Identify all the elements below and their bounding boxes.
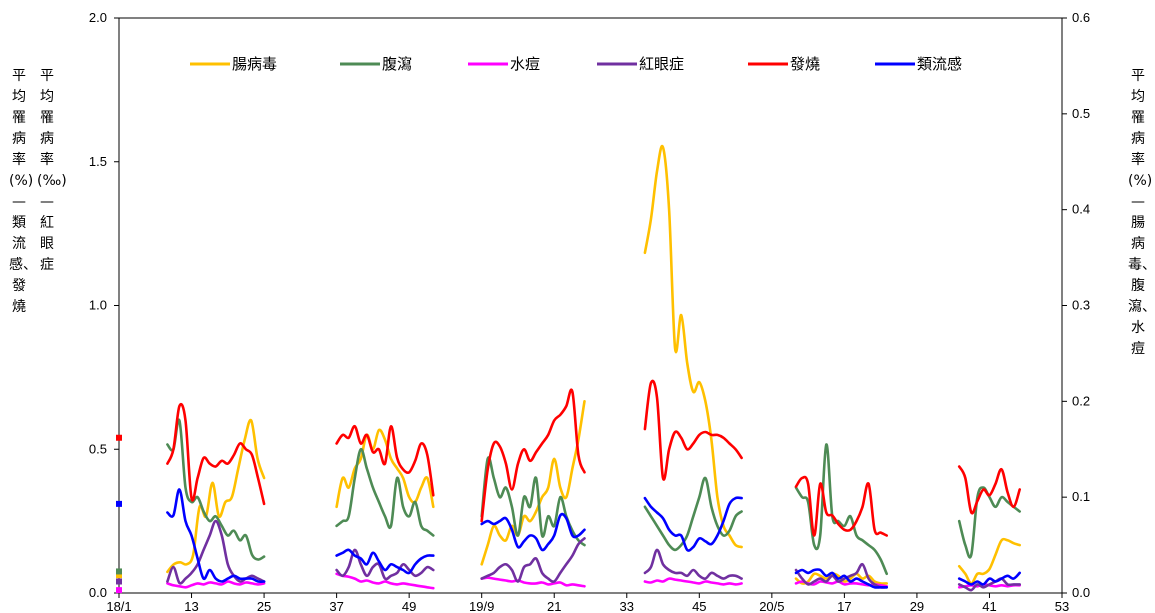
left-axis-marker (116, 434, 122, 441)
x-axis-tick-label: 13 (184, 599, 198, 613)
axes-layer: 0.0 0.5 1.0 1.5 2.0 0.0 0.1 0.2 0.3 0.4 0.5 0.6 18/1… (89, 10, 1090, 613)
series-line-segment (643, 496, 743, 552)
right-axis-tick-label: 0.1 (1072, 489, 1090, 504)
legend-label: 腸病毒 (232, 55, 277, 73)
series-line-segment (794, 568, 888, 589)
x-axis-tick-label: 20/5 (759, 599, 784, 613)
series-line-segment (643, 548, 743, 580)
y-axis-label-right: 平均罹病率(%)—腸病毒、腹瀉、水痘 (1128, 68, 1155, 357)
series-line-segment (166, 488, 266, 584)
legend: 腸病毒 腹瀉 水痘 紅眼症 發燒 類流感 (190, 55, 962, 73)
series-line-segment (166, 418, 266, 574)
legend-label: 水痘 (510, 55, 540, 73)
x-axis-tick-label: 41 (982, 599, 996, 613)
series-line-segment (166, 402, 266, 506)
x-axis-tick-label: 53 (1055, 599, 1069, 613)
series-line-segment (480, 400, 586, 566)
series-line-segment (957, 537, 1021, 585)
series-line-segment (335, 548, 435, 575)
legend-label: 腹瀉 (382, 55, 412, 73)
left-axis-marker (116, 568, 122, 575)
left-axis-tick-label: 2.0 (89, 10, 107, 25)
right-axis-tick-label: 0.0 (1072, 585, 1090, 600)
series-line-segment (643, 144, 743, 549)
series-line-segment (643, 476, 743, 552)
left-axis-markers (116, 434, 122, 594)
x-axis-tick-label: 33 (620, 599, 634, 613)
series-line-segment (480, 388, 586, 523)
series-line-segment (480, 537, 586, 584)
series-line-segment (335, 447, 435, 537)
left-axis-tick-label: 0.5 (89, 441, 107, 456)
series-line-segment (335, 548, 435, 581)
right-axis-tick-label: 0.2 (1072, 393, 1090, 408)
right-axis-tick-label: 0.6 (1072, 10, 1090, 25)
x-axis-tick-label: 49 (402, 599, 416, 613)
left-axis-tick-label: 1.0 (89, 298, 107, 313)
left-axis-tick-label: 1.5 (89, 154, 107, 169)
right-axis-tick-label: 0.4 (1072, 202, 1090, 217)
series-line-segment (166, 580, 266, 589)
left-axis-marker (116, 587, 122, 594)
right-axis-tick-label: 0.5 (1072, 106, 1090, 121)
left-axis-marker (116, 500, 122, 507)
series-line-segment (335, 572, 435, 590)
legend-label: 發燒 (790, 55, 820, 73)
x-axis-tick-label: 17 (837, 599, 851, 613)
x-axis-tick-label: 25 (257, 599, 271, 613)
series-line-segment (480, 576, 586, 588)
left-axis-marker (116, 572, 122, 579)
series-line-segment (335, 428, 435, 509)
x-axis-tick-label: 18/1 (106, 599, 131, 613)
y-axis-label-left-outer: 平均罹病率(%)—類流感、發燒 (9, 68, 37, 315)
x-axis-tick-label: 29 (910, 599, 924, 613)
series-line-segment (480, 512, 586, 552)
series-line-segment (166, 418, 266, 561)
y-axis-label-left-inner: 平均罹病率(‰)—紅眼症 (37, 68, 67, 273)
x-axis-tick-label: 37 (329, 599, 343, 613)
series-line-segment (794, 562, 888, 589)
series-line-segment (957, 465, 1021, 515)
series-line-segment (335, 424, 435, 497)
series-line-segment (643, 379, 743, 481)
x-axis-tick-label: 19/9 (469, 599, 494, 613)
series-6 (166, 488, 1021, 589)
series-line-segment (957, 571, 1021, 586)
x-axis-tick-label: 45 (692, 599, 706, 613)
series-line-segment (794, 475, 888, 537)
left-axis-marker (116, 578, 122, 585)
series-line-segment (643, 577, 743, 586)
series-line-segment (957, 486, 1021, 559)
legend-label: 紅眼症 (639, 55, 684, 73)
series-5 (166, 379, 1021, 537)
right-axis-tick-label: 0.3 (1072, 298, 1090, 313)
series-3 (166, 572, 1021, 590)
series-4 (166, 519, 1021, 592)
series-line-segment (957, 577, 1021, 592)
left-axis-tick-label: 0.0 (89, 585, 107, 600)
plot-frame (118, 17, 1063, 594)
x-axis-tick-label: 21 (547, 599, 561, 613)
series-2 (166, 418, 1021, 576)
legend-label: 類流感 (917, 55, 962, 73)
series-line-segment (166, 519, 266, 585)
series-layer (166, 144, 1021, 592)
series-1 (166, 144, 1021, 585)
series-line-segment (794, 572, 888, 585)
